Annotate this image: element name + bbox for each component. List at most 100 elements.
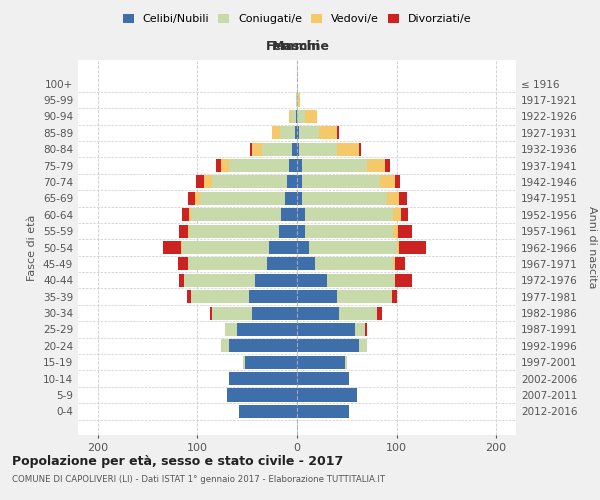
Bar bbox=[297, 192, 407, 205]
Bar bbox=[227, 388, 297, 402]
Bar bbox=[297, 356, 345, 369]
Bar bbox=[227, 388, 297, 402]
Bar bbox=[243, 356, 297, 369]
Bar bbox=[217, 159, 297, 172]
Bar bbox=[297, 110, 317, 123]
Bar bbox=[297, 274, 327, 287]
Bar bbox=[196, 192, 297, 205]
Bar bbox=[297, 241, 427, 254]
Bar bbox=[281, 208, 297, 222]
Legend: Celibi/Nubili, Coniugati/e, Vedovi/e, Divorziati/e: Celibi/Nubili, Coniugati/e, Vedovi/e, Di… bbox=[118, 10, 476, 29]
Bar bbox=[297, 388, 357, 402]
Bar bbox=[297, 224, 392, 237]
Bar bbox=[226, 323, 297, 336]
Bar bbox=[221, 340, 297, 352]
Bar bbox=[297, 241, 397, 254]
Bar bbox=[297, 405, 349, 418]
Bar bbox=[297, 142, 359, 156]
Bar bbox=[297, 258, 395, 270]
Bar bbox=[295, 126, 297, 140]
Bar bbox=[205, 176, 297, 188]
Bar bbox=[289, 110, 297, 123]
Bar bbox=[239, 405, 297, 418]
Bar bbox=[287, 176, 297, 188]
Bar bbox=[297, 340, 367, 352]
Bar bbox=[279, 224, 297, 237]
Bar bbox=[297, 126, 337, 140]
Bar bbox=[221, 159, 297, 172]
Bar bbox=[272, 126, 297, 140]
Text: Femmine: Femmine bbox=[266, 40, 330, 52]
Bar bbox=[297, 388, 357, 402]
Bar bbox=[243, 356, 297, 369]
Bar bbox=[239, 405, 297, 418]
Bar bbox=[200, 192, 297, 205]
Bar bbox=[296, 94, 297, 106]
Bar bbox=[191, 290, 297, 303]
Bar bbox=[250, 142, 297, 156]
Bar bbox=[297, 323, 365, 336]
Bar bbox=[297, 224, 398, 237]
Bar bbox=[297, 176, 380, 188]
Bar bbox=[297, 258, 392, 270]
Bar bbox=[196, 176, 297, 188]
Bar bbox=[297, 224, 305, 237]
Bar bbox=[297, 340, 359, 352]
Bar bbox=[255, 274, 297, 287]
Bar bbox=[297, 388, 357, 402]
Bar bbox=[182, 208, 297, 222]
Bar bbox=[212, 306, 297, 320]
Bar bbox=[181, 241, 297, 254]
Bar bbox=[188, 224, 297, 237]
Bar bbox=[297, 405, 349, 418]
Bar bbox=[297, 274, 395, 287]
Bar bbox=[190, 224, 297, 237]
Bar bbox=[297, 306, 377, 320]
Bar bbox=[297, 110, 305, 123]
Bar bbox=[296, 110, 297, 123]
Bar bbox=[211, 306, 297, 320]
Text: COMUNE DI CAPOLIVERI (LI) - Dati ISTAT 1° gennaio 2017 - Elaborazione TUTTITALIA: COMUNE DI CAPOLIVERI (LI) - Dati ISTAT 1… bbox=[12, 475, 385, 484]
Bar bbox=[178, 258, 297, 270]
Bar bbox=[297, 340, 367, 352]
Bar bbox=[297, 94, 298, 106]
Bar bbox=[297, 110, 317, 123]
Bar bbox=[297, 306, 339, 320]
Bar bbox=[297, 372, 349, 385]
Bar bbox=[297, 372, 349, 385]
Bar bbox=[297, 388, 357, 402]
Bar bbox=[190, 208, 297, 222]
Bar bbox=[229, 372, 297, 385]
Bar bbox=[296, 94, 297, 106]
Bar bbox=[297, 290, 392, 303]
Bar bbox=[292, 142, 297, 156]
Bar bbox=[297, 274, 395, 287]
Bar bbox=[229, 159, 297, 172]
Bar bbox=[297, 356, 347, 369]
Bar bbox=[221, 340, 297, 352]
Bar bbox=[297, 405, 349, 418]
Bar bbox=[297, 356, 347, 369]
Bar bbox=[191, 290, 297, 303]
Bar bbox=[212, 176, 297, 188]
Bar bbox=[179, 274, 297, 287]
Bar bbox=[229, 372, 297, 385]
Bar bbox=[297, 258, 315, 270]
Bar bbox=[227, 388, 297, 402]
Bar bbox=[297, 94, 300, 106]
Bar bbox=[297, 405, 349, 418]
Bar bbox=[297, 192, 302, 205]
Text: Maschi: Maschi bbox=[272, 40, 321, 52]
Bar bbox=[291, 110, 297, 123]
Bar bbox=[289, 159, 297, 172]
Bar bbox=[297, 142, 337, 156]
Bar bbox=[182, 241, 297, 254]
Bar bbox=[297, 241, 309, 254]
Bar bbox=[297, 208, 305, 222]
Bar bbox=[212, 306, 297, 320]
Bar bbox=[297, 159, 389, 172]
Bar bbox=[297, 176, 302, 188]
Bar bbox=[280, 126, 297, 140]
Bar bbox=[252, 142, 297, 156]
Bar bbox=[239, 405, 297, 418]
